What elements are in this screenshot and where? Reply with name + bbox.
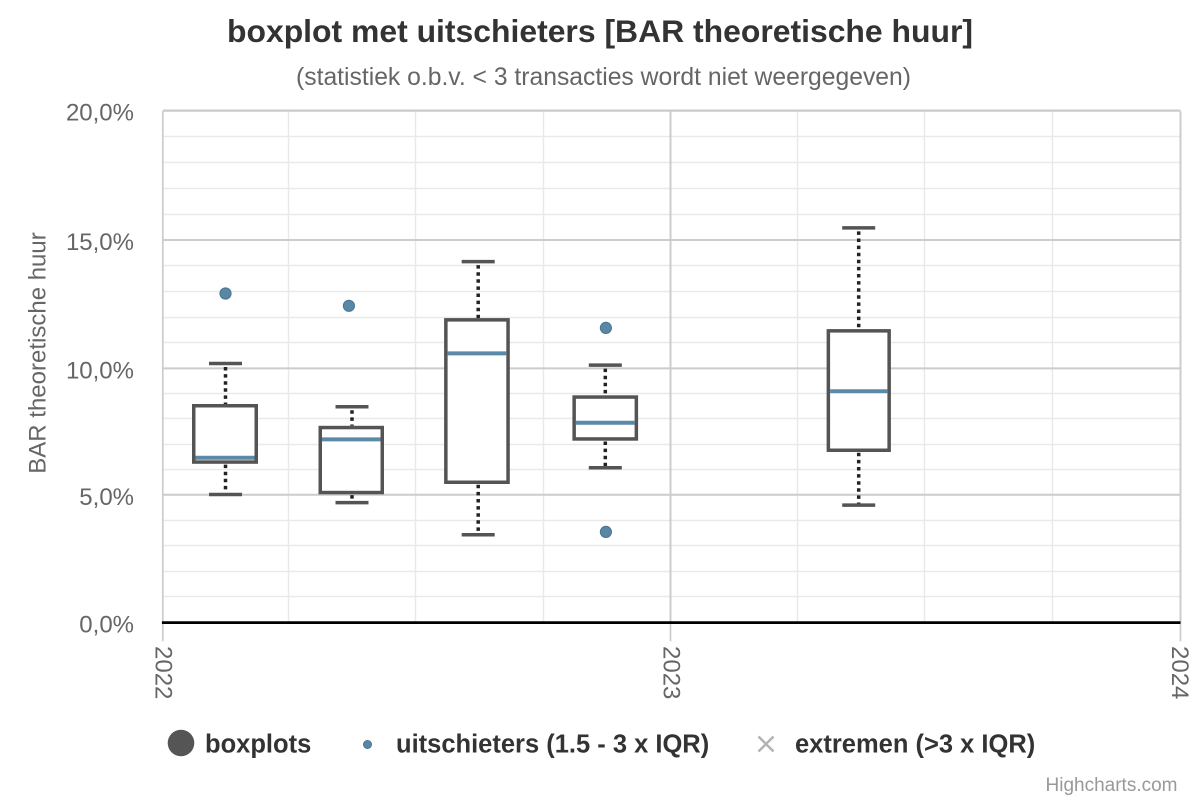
svg-text:boxplots: boxplots [205,731,311,759]
svg-text:2024: 2024 [1166,646,1193,699]
svg-text:extremen (>3 x IQR): extremen (>3 x IQR) [795,731,1035,759]
svg-text:2022: 2022 [150,646,177,699]
svg-text:2023: 2023 [657,646,684,699]
svg-text:BAR theoretische huur: BAR theoretische huur [24,232,51,473]
svg-text:5,0%: 5,0% [79,484,134,511]
svg-text:20,0%: 20,0% [66,100,134,127]
svg-text:Highcharts.com: Highcharts.com [1046,775,1178,796]
svg-text:uitschieters (1.5 - 3 x IQR): uitschieters (1.5 - 3 x IQR) [396,731,709,759]
svg-text:(statistiek o.b.v. < 3 transac: (statistiek o.b.v. < 3 transacties wordt… [296,64,911,91]
svg-text:0,0%: 0,0% [79,612,134,639]
svg-text:boxplot met uitschieters [BAR: boxplot met uitschieters [BAR theoretisc… [227,13,973,49]
svg-text:15,0%: 15,0% [66,229,134,256]
svg-text:10,0%: 10,0% [66,357,134,384]
